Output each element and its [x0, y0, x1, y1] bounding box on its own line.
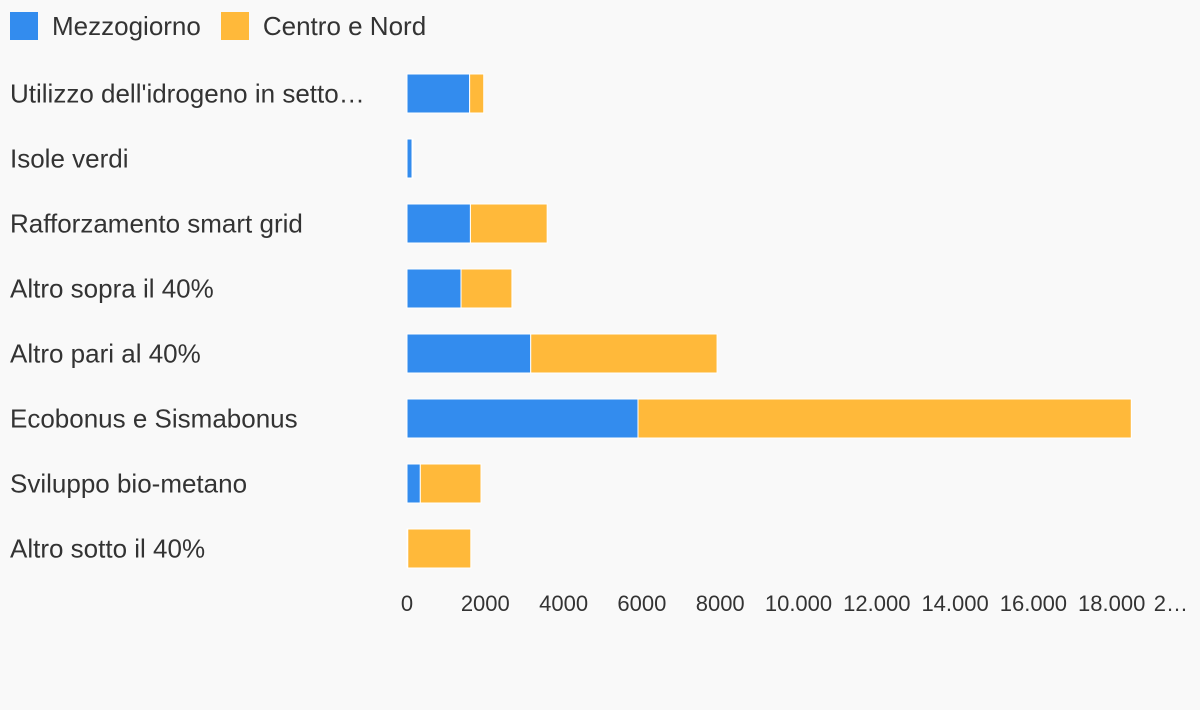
bar-segment-centro-nord[interactable]	[419, 463, 482, 504]
bar-segment-centro-nord[interactable]	[460, 268, 513, 309]
legend-item-centro-nord[interactable]: Centro e Nord	[220, 8, 427, 44]
bar-segment-centro-nord[interactable]	[469, 203, 548, 244]
x-tick-label: 18.000	[1078, 591, 1145, 616]
category-label: Altro sopra il 40%	[10, 274, 214, 304]
category-label: Ecobonus e Sismabonus	[10, 404, 298, 434]
category-label: Altro pari al 40%	[10, 339, 201, 369]
legend-label-mezzogiorno: Mezzogiorno	[52, 11, 201, 41]
x-tick-label: 10.000	[765, 591, 832, 616]
legend: Mezzogiorno Centro e Nord	[10, 8, 446, 44]
x-tick-label: 16.000	[1000, 591, 1067, 616]
x-tick-label: 2…	[1154, 591, 1188, 616]
bar-segment-mezzogiorno[interactable]	[406, 398, 639, 439]
bar-segment-mezzogiorno[interactable]	[406, 463, 421, 504]
category-label: Rafforzamento smart grid	[10, 209, 303, 239]
x-tick-label: 14.000	[921, 591, 988, 616]
bar-segment-centro-nord[interactable]	[411, 138, 414, 179]
bar-segment-centro-nord[interactable]	[637, 398, 1132, 439]
legend-swatch-centro-nord	[220, 12, 249, 40]
bar-segment-mezzogiorno[interactable]	[406, 138, 413, 179]
bar-segment-mezzogiorno[interactable]	[406, 73, 471, 114]
bar-segment-mezzogiorno[interactable]	[406, 203, 471, 244]
legend-swatch-mezzogiorno	[10, 12, 38, 40]
x-tick-label: 0	[401, 591, 413, 616]
category-label: Altro sotto il 40%	[10, 534, 205, 564]
category-label: Isole verdi	[10, 144, 129, 174]
bar-segment-centro-nord[interactable]	[407, 528, 472, 569]
x-tick-label: 12.000	[843, 591, 910, 616]
bar-segment-mezzogiorno[interactable]	[406, 268, 462, 309]
bar-segment-centro-nord[interactable]	[530, 333, 718, 374]
category-label: Sviluppo bio-metano	[10, 469, 247, 499]
legend-item-mezzogiorno[interactable]: Mezzogiorno	[10, 8, 201, 44]
x-tick-label: 8000	[696, 591, 745, 616]
bar-segment-centro-nord[interactable]	[469, 73, 485, 114]
x-tick-label: 2000	[461, 591, 510, 616]
x-tick-label: 6000	[617, 591, 666, 616]
x-tick-label: 4000	[539, 591, 588, 616]
bar-segment-mezzogiorno[interactable]	[406, 333, 532, 374]
legend-label-centro-nord: Centro e Nord	[262, 11, 427, 41]
category-label: Utilizzo dell'idrogeno in setto…	[10, 79, 365, 109]
